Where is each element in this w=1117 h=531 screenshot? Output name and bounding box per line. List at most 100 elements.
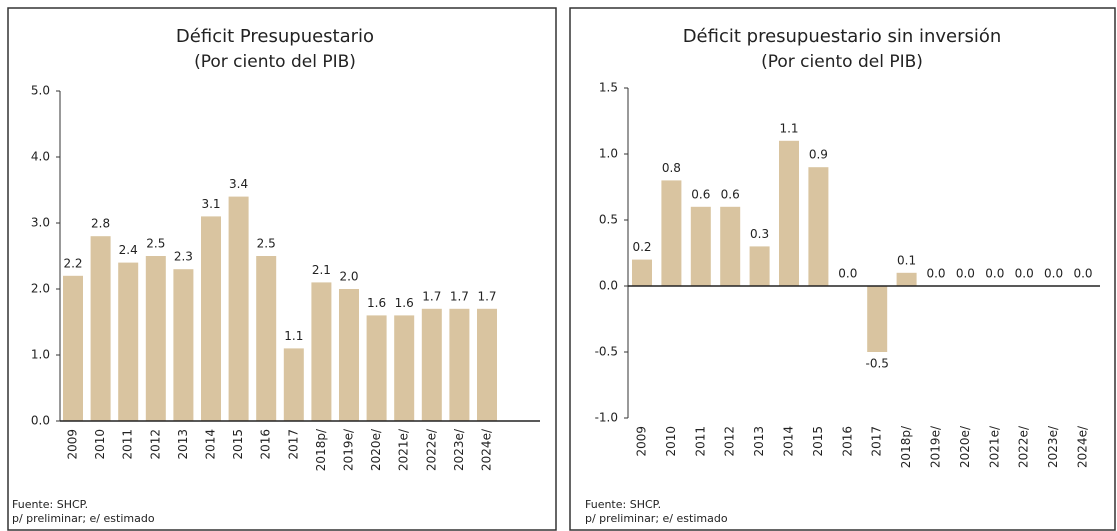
x-tick-label: 2020e/ xyxy=(369,428,383,471)
bar xyxy=(867,286,888,352)
panel-frame xyxy=(569,7,1116,531)
value-label: 0.1 xyxy=(897,253,916,267)
value-label: 3.4 xyxy=(229,177,248,191)
value-label: 3.1 xyxy=(201,197,220,211)
bar xyxy=(339,289,359,421)
value-label: 0.3 xyxy=(750,227,769,241)
panel-frame xyxy=(7,7,557,531)
bar xyxy=(421,308,442,421)
note: p/ preliminar; e/ estimado xyxy=(12,512,155,525)
value-label: -0.5 xyxy=(865,357,888,371)
value-label: 0.6 xyxy=(691,187,710,201)
value-label: 2.1 xyxy=(312,263,331,277)
x-tick-label: 2016 xyxy=(259,429,273,460)
x-tick-label: 2009 xyxy=(66,429,80,460)
bar xyxy=(311,282,332,421)
bar xyxy=(90,236,111,421)
x-tick-label: 2012 xyxy=(148,429,162,460)
bar xyxy=(808,167,829,286)
y-tick-label: 1.5 xyxy=(599,81,618,95)
bar xyxy=(632,259,652,286)
bar xyxy=(449,308,470,421)
x-tick-label: 2016 xyxy=(840,426,854,457)
x-tick-label: 2010 xyxy=(93,429,107,460)
value-label: 2.5 xyxy=(146,237,165,251)
value-label: 1.6 xyxy=(395,296,414,310)
bar xyxy=(749,246,770,286)
value-label: 2.0 xyxy=(339,270,358,284)
bar xyxy=(366,315,387,421)
x-tick-label: 2015 xyxy=(811,426,825,457)
bar xyxy=(779,140,799,286)
x-tick-label: 2021e/ xyxy=(397,428,411,471)
x-tick-label: 2015 xyxy=(231,429,245,460)
value-label: 1.7 xyxy=(450,289,469,303)
bar xyxy=(228,196,249,421)
value-label: 2.2 xyxy=(63,256,82,270)
value-label: 0.0 xyxy=(956,267,975,281)
y-tick-label: 5.0 xyxy=(31,84,50,98)
x-tick-label: 2018p/ xyxy=(899,425,913,468)
note: p/ preliminar; e/ estimado xyxy=(585,512,728,525)
bar xyxy=(63,275,83,421)
x-tick-label: 2014 xyxy=(204,429,218,460)
value-label: 1.7 xyxy=(477,289,496,303)
value-label: 1.7 xyxy=(422,289,441,303)
value-label: 0.6 xyxy=(721,187,740,201)
x-tick-label: 2013 xyxy=(752,426,766,457)
value-label: 0.8 xyxy=(662,161,681,175)
x-tick-label: 2011 xyxy=(121,429,135,460)
value-label: 1.6 xyxy=(367,296,386,310)
x-tick-label: 2020e/ xyxy=(958,425,972,468)
bar xyxy=(201,216,221,421)
source: Fuente: SHCP. xyxy=(585,498,661,511)
bar xyxy=(283,348,304,421)
value-label: 0.0 xyxy=(1015,267,1034,281)
value-label: 0.0 xyxy=(1044,267,1063,281)
y-tick-label: 0.0 xyxy=(599,279,618,293)
x-tick-label: 2012 xyxy=(723,426,737,457)
value-label: 0.0 xyxy=(926,267,945,281)
y-tick-label: 1.0 xyxy=(31,348,50,362)
value-label: 0.2 xyxy=(632,240,651,254)
y-tick-label: 2.0 xyxy=(31,282,50,296)
value-label: 2.5 xyxy=(257,237,276,251)
value-label: 2.3 xyxy=(174,250,193,264)
x-tick-label: 2023e/ xyxy=(452,428,466,471)
value-label: 2.8 xyxy=(91,217,110,231)
chart-title: Déficit Presupuestario xyxy=(176,26,374,47)
y-tick-label: 3.0 xyxy=(31,216,50,230)
bar xyxy=(477,308,497,421)
x-tick-label: 2022e/ xyxy=(1017,425,1031,468)
chart-subtitle: (Por ciento del PIB) xyxy=(194,52,356,72)
chart-title: Déficit presupuestario sin inversión xyxy=(683,26,1002,47)
x-tick-label: 2022e/ xyxy=(424,428,438,471)
y-tick-label: 0.5 xyxy=(599,213,618,227)
bar xyxy=(394,315,415,421)
x-tick-label: 2017 xyxy=(286,429,300,460)
x-tick-label: 2019e/ xyxy=(929,425,943,468)
value-label: 1.1 xyxy=(779,121,798,135)
bar xyxy=(720,206,741,286)
value-label: 0.0 xyxy=(1073,267,1092,281)
x-tick-label: 2019e/ xyxy=(342,428,356,471)
x-tick-label: 2013 xyxy=(176,429,190,460)
y-tick-label: 0.0 xyxy=(31,414,50,428)
value-label: 0.9 xyxy=(809,148,828,162)
value-label: 1.1 xyxy=(284,329,303,343)
chart-subtitle: (Por ciento del PIB) xyxy=(761,52,923,72)
x-tick-label: 2024e/ xyxy=(1076,425,1090,468)
bar xyxy=(661,180,682,286)
bar xyxy=(118,262,139,421)
bar xyxy=(896,272,917,286)
x-tick-label: 2014 xyxy=(782,426,796,457)
bar xyxy=(690,206,711,286)
x-tick-label: 2023e/ xyxy=(1046,425,1060,468)
x-tick-label: 2011 xyxy=(693,426,707,457)
x-tick-label: 2017 xyxy=(870,426,884,457)
value-label: 0.0 xyxy=(985,267,1004,281)
x-tick-label: 2024e/ xyxy=(480,428,494,471)
y-tick-label: 1.0 xyxy=(599,147,618,161)
x-tick-label: 2009 xyxy=(635,426,649,457)
